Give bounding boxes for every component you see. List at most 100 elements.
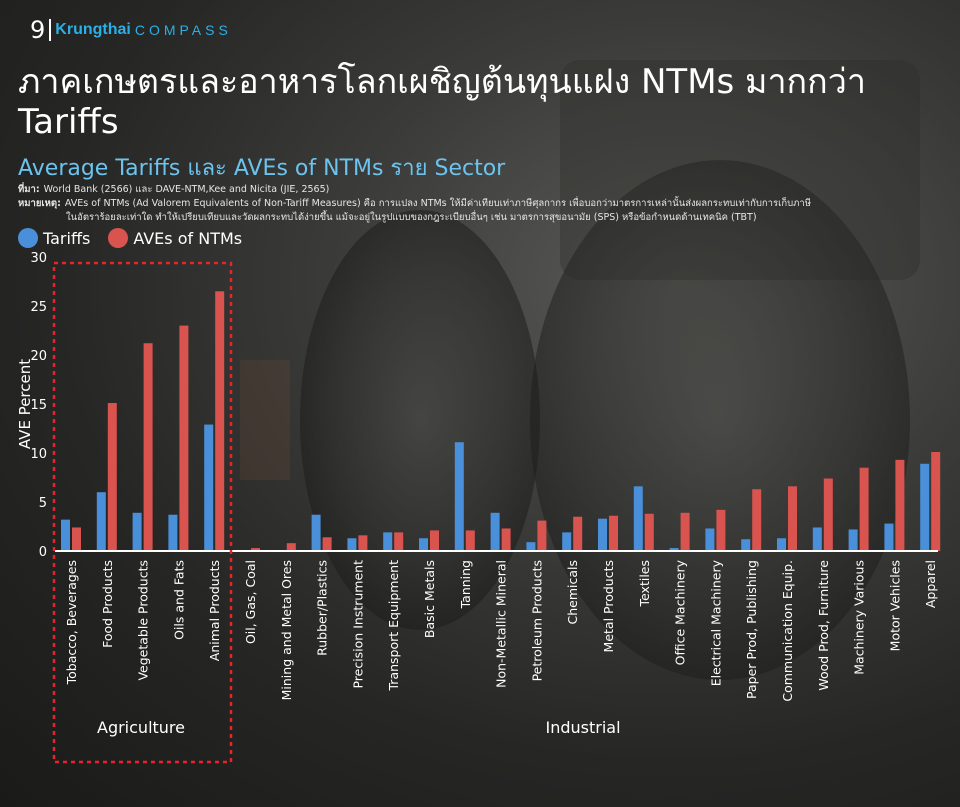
bar-ntms: [716, 509, 726, 551]
x-tick-label: Rubber/Plastics: [315, 560, 330, 656]
page-number: 9: [30, 16, 46, 44]
x-tick-label: Animal Products: [207, 560, 222, 661]
bar-tariffs: [347, 538, 357, 551]
bar-tariffs: [848, 529, 858, 551]
legend-swatch-tariffs: [18, 228, 38, 248]
x-tick-label: Food Products: [100, 560, 115, 648]
bar-ntms: [788, 486, 797, 551]
group-label-agriculture: Agriculture: [97, 718, 185, 737]
bar-ntms: [931, 452, 941, 551]
x-tick-label: Mining and Metal Ores: [279, 560, 294, 700]
bar-tariffs: [132, 512, 142, 551]
bar-ntms: [823, 478, 833, 551]
legend-label-tariffs: Tariffs: [43, 228, 91, 248]
x-tick-label: Transport Equipment: [386, 560, 401, 692]
bar-ntms: [680, 512, 690, 551]
bar-ntms: [644, 513, 654, 551]
bar-ntms: [358, 535, 368, 551]
bar-ntms: [143, 343, 153, 551]
y-tick-label: 25: [30, 300, 47, 315]
y-tick-label: 10: [30, 447, 47, 462]
brand-logo-main: Krungthai: [55, 21, 131, 38]
bar-ntms: [107, 403, 117, 551]
x-tick-label: Office Machinery: [673, 559, 688, 665]
bar-tariffs: [562, 532, 572, 551]
y-tick-label: 20: [30, 349, 47, 364]
bar-tariffs: [669, 548, 679, 551]
y-tick-label: 0: [39, 545, 47, 560]
bar-tariffs: [741, 539, 751, 551]
y-tick-label: 30: [30, 251, 47, 266]
bar-tariffs: [204, 424, 214, 551]
bar-tariffs: [777, 538, 786, 551]
page-title: ภาคเกษตรและอาหารโลกเผชิญต้นทุนแฝง NTMs ม…: [18, 62, 866, 142]
x-tick-label: Paper Prod, Publishing: [744, 560, 759, 699]
bar-tariffs: [419, 538, 428, 551]
y-tick-label: 15: [30, 398, 47, 413]
x-tick-label: Electrical Machinery: [708, 559, 723, 686]
header: 9 Krungthai COMPASS: [30, 16, 232, 44]
bar-tariffs: [526, 542, 536, 551]
x-tick-label: Precision Instrument: [350, 560, 365, 689]
remark-note: หมายเหตุ: AVEs of NTMs (Ad Valorem Equiva…: [18, 196, 811, 211]
x-tick-label: Apparel: [923, 560, 938, 608]
x-tick-label: Motor Vehicles: [887, 560, 902, 651]
bar-ntms: [394, 532, 404, 551]
bar-ntms: [895, 459, 905, 551]
x-tick-label: Oil, Gas, Coal: [243, 560, 258, 644]
remark-line-1: AVEs of NTMs (Ad Valorem Equivalents of …: [64, 198, 811, 209]
legend-item-ntms: AVEs of NTMs: [108, 228, 242, 248]
x-tick-label: Tanning: [458, 560, 473, 609]
bar-tariffs: [812, 527, 822, 551]
bar-ntms: [859, 467, 869, 551]
bar-ntms: [573, 516, 583, 551]
brand-logo-sub: COMPASS: [134, 22, 232, 38]
x-tick-label: Chemicals: [565, 560, 580, 625]
bar-tariffs: [454, 442, 464, 551]
x-tick-label: Oils and Fats: [171, 560, 186, 640]
bar-tariffs: [705, 528, 715, 551]
bar-tariffs: [383, 532, 393, 551]
bar-ntms: [251, 548, 260, 551]
source-note: ที่มา: World Bank (2566) และ DAVE-NTM,Kee…: [18, 182, 329, 197]
source-label: ที่มา:: [18, 184, 40, 195]
chart-legend: Tariffs AVEs of NTMs: [18, 228, 260, 248]
x-tick-label: Non-Metallic Mineral: [494, 560, 509, 688]
group-label-industrial: Industrial: [545, 718, 620, 737]
bar-tariffs: [61, 519, 70, 551]
bar-tariffs: [598, 518, 607, 551]
header-divider: [49, 19, 52, 41]
bar-ntms: [465, 530, 475, 551]
bar-ntms: [609, 515, 618, 551]
bar-ntms: [752, 489, 762, 551]
x-tick-label: Textiles: [637, 560, 652, 607]
x-tick-label: Tobacco, Beverages: [64, 560, 79, 685]
remark-note-2: ในอัตราร้อยละเท่าใด ทำให้เปรียบเทียบและว…: [66, 210, 757, 225]
bar-tariffs: [311, 514, 321, 551]
bar-tariffs: [168, 514, 178, 551]
source-text: World Bank (2566) และ DAVE-NTM,Kee and N…: [43, 184, 330, 195]
legend-swatch-ntms: [108, 228, 129, 248]
x-tick-label: Machinery Various: [852, 560, 867, 675]
y-axis-label: AVE Percent: [16, 359, 34, 449]
legend-label-ntms: AVEs of NTMs: [133, 228, 243, 248]
bar-ntms: [501, 528, 511, 551]
bar-ntms: [430, 530, 439, 551]
agriculture-highlight-box: [52, 261, 233, 764]
bar-tariffs: [633, 486, 643, 551]
x-tick-label: Vegetable Products: [136, 560, 151, 681]
legend-item-tariffs: Tariffs: [18, 228, 90, 248]
bar-ntms: [215, 291, 225, 551]
chart-subtitle: Average Tariffs และ AVEs of NTMs ราย Sec…: [18, 156, 506, 181]
remark-label: หมายเหตุ:: [18, 198, 61, 209]
bar-ntms: [286, 543, 296, 551]
x-tick-label: Petroleum Products: [529, 560, 544, 681]
x-tick-label: Basic Metals: [422, 560, 437, 638]
bar-ntms: [537, 520, 547, 551]
bar-tariffs: [884, 523, 894, 551]
bar-ntms: [322, 537, 332, 551]
bar-ntms: [179, 325, 189, 551]
x-tick-label: Wood Prod, Furniture: [816, 560, 831, 691]
bar-tariffs: [96, 492, 106, 551]
